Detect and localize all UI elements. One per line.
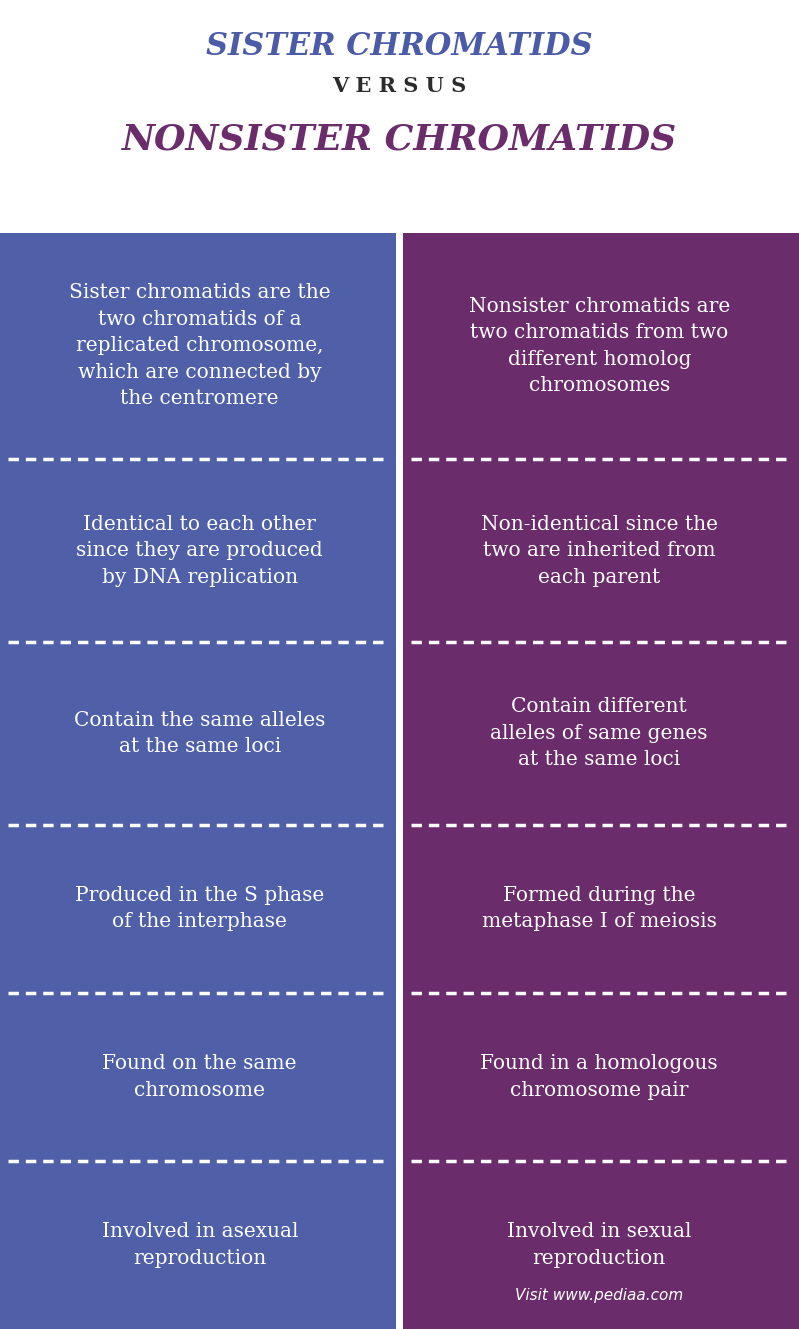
Bar [403,1162,799,1329]
Bar [403,642,799,824]
Bar [403,233,799,460]
Bar [403,993,799,1162]
Text: Involved in asexual
reproduction: Involved in asexual reproduction [101,1223,298,1268]
Text: Involved in sexual
reproduction: Involved in sexual reproduction [507,1223,691,1268]
Text: SISTER CHROMATIDS: SISTER CHROMATIDS [206,31,593,62]
Bar [0,233,396,460]
Bar [403,824,799,993]
Text: Contain different
alleles of same genes
at the same loci: Contain different alleles of same genes … [491,698,708,769]
Bar [0,460,396,642]
Text: Produced in the S phase
of the interphase: Produced in the S phase of the interphas… [75,886,324,932]
Bar [0,824,396,993]
Text: Visit www.pediaa.com: Visit www.pediaa.com [515,1288,683,1304]
Text: Identical to each other
since they are produced
by DNA replication: Identical to each other since they are p… [77,514,323,586]
Bar [0,1162,396,1329]
Bar [403,460,799,642]
Text: Formed during the
metaphase I of meiosis: Formed during the metaphase I of meiosis [482,886,717,932]
Bar [0,642,396,824]
Text: Found in a homologous
chromosome pair: Found in a homologous chromosome pair [480,1054,718,1099]
Bar [0,993,396,1162]
Text: Contain the same alleles
at the same loci: Contain the same alleles at the same loc… [74,711,325,756]
Text: Nonsister chromatids are
two chromatids from two
different homolog
chromosomes: Nonsister chromatids are two chromatids … [469,296,729,395]
Text: Sister chromatids are the
two chromatids of a
replicated chromosome,
which are c: Sister chromatids are the two chromatids… [69,283,331,408]
Text: NONSISTER CHROMATIDS: NONSISTER CHROMATIDS [122,122,677,157]
Text: V E R S U S: V E R S U S [332,76,467,97]
Bar [0,0,799,233]
Text: Found on the same
chromosome: Found on the same chromosome [102,1054,297,1099]
Text: Non-identical since the
two are inherited from
each parent: Non-identical since the two are inherite… [481,514,718,586]
